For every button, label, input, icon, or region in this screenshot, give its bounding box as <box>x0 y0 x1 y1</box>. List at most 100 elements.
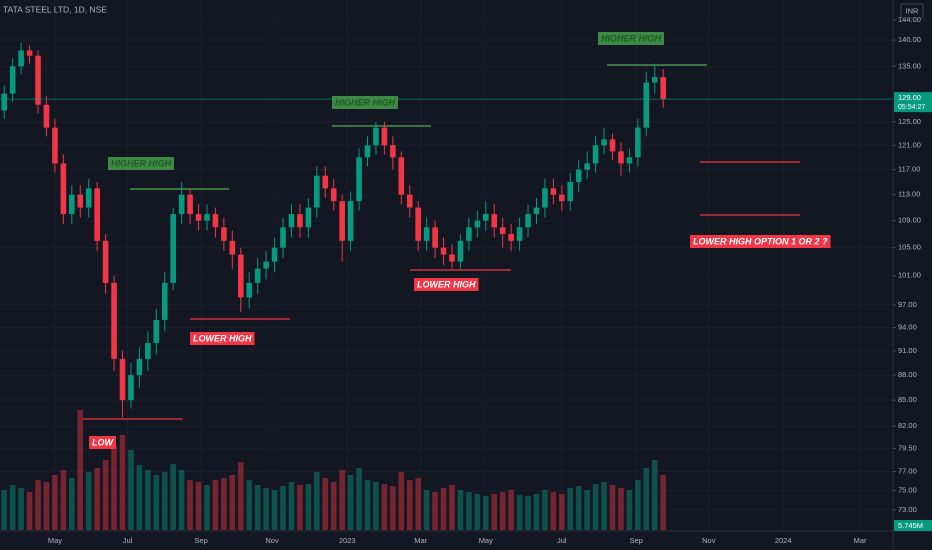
annotation: HIGHER HIGH <box>598 32 665 45</box>
volume-bar <box>347 475 354 530</box>
volume-bar <box>94 468 100 530</box>
candle-body <box>119 358 126 401</box>
volume-bar <box>52 475 58 530</box>
candle-body <box>43 104 50 128</box>
candle-body <box>330 188 337 202</box>
candle-body <box>474 220 481 228</box>
y-tick-label: 125.00 <box>898 117 921 126</box>
volume-bar <box>609 485 616 530</box>
y-tick-label: 73.00 <box>898 505 917 514</box>
candle-body <box>271 247 278 262</box>
candle-body <box>432 227 438 248</box>
candle-body <box>1 93 8 111</box>
currency-box[interactable] <box>900 3 924 19</box>
volume-bar <box>314 472 320 530</box>
currency[interactable]: INR <box>906 6 920 15</box>
candle-body <box>466 227 472 241</box>
annotations: HIGHER HIGH HIGHER HIGH HIGHER HIGH LOW LOWE… <box>89 32 831 449</box>
candle-body <box>525 214 531 228</box>
volume-bar <box>187 480 193 530</box>
y-tick-label: 77.00 <box>898 466 917 475</box>
volume-bar <box>60 470 67 530</box>
annotation: LOWER HIGH <box>190 332 255 345</box>
volume-bar <box>390 486 396 530</box>
volume-bar <box>440 488 447 530</box>
candle-body <box>373 127 379 146</box>
volume-bar <box>254 485 261 530</box>
volume-bar <box>567 488 574 530</box>
volume-bar <box>406 480 413 530</box>
y-tick-label: 117.00 <box>898 165 920 174</box>
volume-bar <box>128 450 134 530</box>
volume-bar <box>356 468 362 530</box>
y-tick-label: 91.00 <box>898 346 917 355</box>
y-tick-label: 144.00 <box>898 15 921 24</box>
candle-body <box>77 194 84 208</box>
candle-body <box>618 151 624 164</box>
candle-body <box>643 82 650 128</box>
annotation-text: LOWER HIGH OPTION 1 OR 2 ? <box>693 236 828 246</box>
candle-body <box>221 227 227 241</box>
volume-bar <box>533 494 540 530</box>
volume-bar <box>449 485 455 530</box>
y-tick-label: 75.00 <box>898 485 917 494</box>
chart-title: TATA STEEL LTD, 1D, NSE <box>3 4 107 14</box>
annotation-text: LOW <box>92 437 114 447</box>
annotation-box <box>89 436 116 449</box>
candle-body <box>415 207 421 241</box>
volume-bar <box>626 490 633 530</box>
candle-body <box>499 227 506 235</box>
candle-body <box>111 282 117 359</box>
volume-bar <box>398 472 405 530</box>
annotation: LOWER HIGH OPTION 1 OR 2 ? <box>690 235 831 248</box>
volume-label-box <box>894 520 932 531</box>
candle-body <box>170 214 176 283</box>
candle-body <box>423 227 430 241</box>
volume-bar <box>592 484 599 530</box>
volume-bar <box>178 470 185 530</box>
candle-body <box>390 145 396 158</box>
candle-body <box>229 240 236 255</box>
x-axis: May Jul Sep Nov 2023 Mar May Jul Sep Nov 2024 Mar <box>48 536 867 545</box>
candle-body <box>18 50 24 67</box>
volume-bar <box>229 475 236 530</box>
volume-bar <box>204 485 210 530</box>
volume-bar <box>69 478 75 530</box>
candle-body <box>187 194 193 215</box>
volume-bar <box>651 460 658 530</box>
volume-bar <box>457 490 464 530</box>
volume-bar <box>466 492 472 530</box>
drawings <box>83 64 800 420</box>
x-tick-label: Sep <box>194 536 207 545</box>
candle-body <box>102 240 109 283</box>
x-tick-label: Sep <box>629 536 642 545</box>
volume-bar <box>35 480 41 530</box>
volume-bar <box>643 468 650 530</box>
volume-bar <box>491 494 498 530</box>
x-tick-label: 2023 <box>339 536 356 545</box>
candle-body <box>651 77 658 83</box>
volume-bar <box>26 492 33 530</box>
candle-body <box>601 139 607 146</box>
annotation-box <box>332 96 399 109</box>
volume-bar <box>170 464 176 530</box>
annotation: LOW <box>89 436 116 449</box>
candle-body <box>212 214 219 228</box>
candle-body <box>584 163 590 170</box>
volume-bar <box>339 470 345 530</box>
volume-bar <box>550 492 557 530</box>
volume-bar <box>322 478 329 530</box>
volume-bar <box>474 494 481 530</box>
y-tick-label: 105.00 <box>898 243 921 252</box>
candle-body <box>288 214 295 228</box>
candle-body <box>449 254 455 262</box>
volume-bar <box>660 475 667 530</box>
volume-bar <box>373 482 379 530</box>
candle-body <box>516 227 523 241</box>
annotation: LOWER HIGH <box>414 278 479 291</box>
annotation-box <box>414 278 479 291</box>
volume-bar <box>195 482 202 530</box>
annotation-text: HIGHER HIGH <box>111 158 172 168</box>
volume-bar <box>161 472 168 530</box>
